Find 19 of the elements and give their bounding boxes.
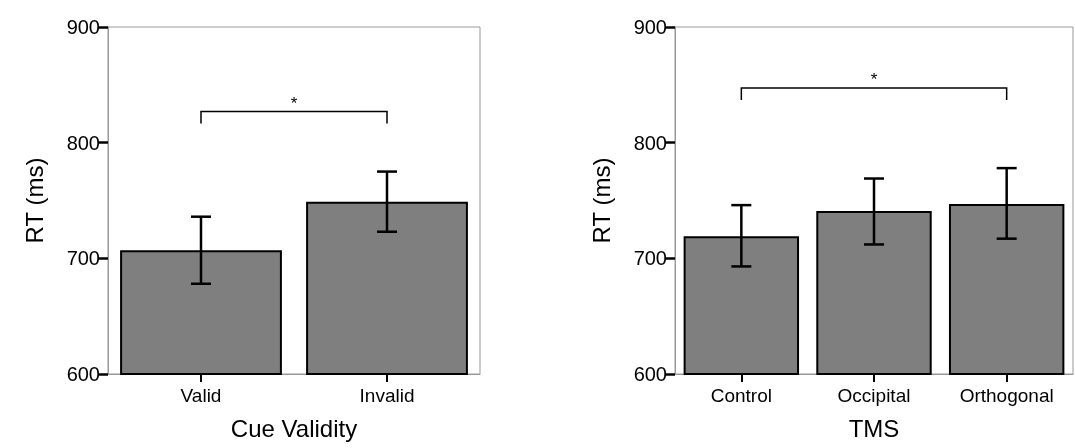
y-tick-label: 600 (66, 363, 100, 385)
x-tick-label: Invalid (359, 385, 415, 406)
y-tick-label: 700 (633, 247, 667, 270)
x-axis-title: Cue Validity (230, 414, 358, 442)
x-tick-label: Orthogonal (959, 385, 1054, 406)
y-tick-label: 800 (633, 131, 667, 154)
y-tick-label: 800 (66, 131, 100, 154)
x-tick-label: Valid (180, 385, 222, 406)
x-axis-title: TMS (848, 414, 900, 442)
x-tick-label: Control (710, 385, 772, 406)
annotation: * (290, 93, 298, 113)
y-axis-title: RT (ms) (587, 157, 615, 244)
y-axis-title: RT (ms) (20, 157, 48, 244)
y-tick-label: 700 (66, 247, 100, 270)
y-tick-label: 600 (633, 363, 667, 385)
y-tick-label: 900 (66, 16, 100, 38)
annotation: * (870, 70, 878, 90)
y-tick-label: 900 (633, 16, 667, 38)
x-tick-label: Occipital (837, 385, 911, 406)
